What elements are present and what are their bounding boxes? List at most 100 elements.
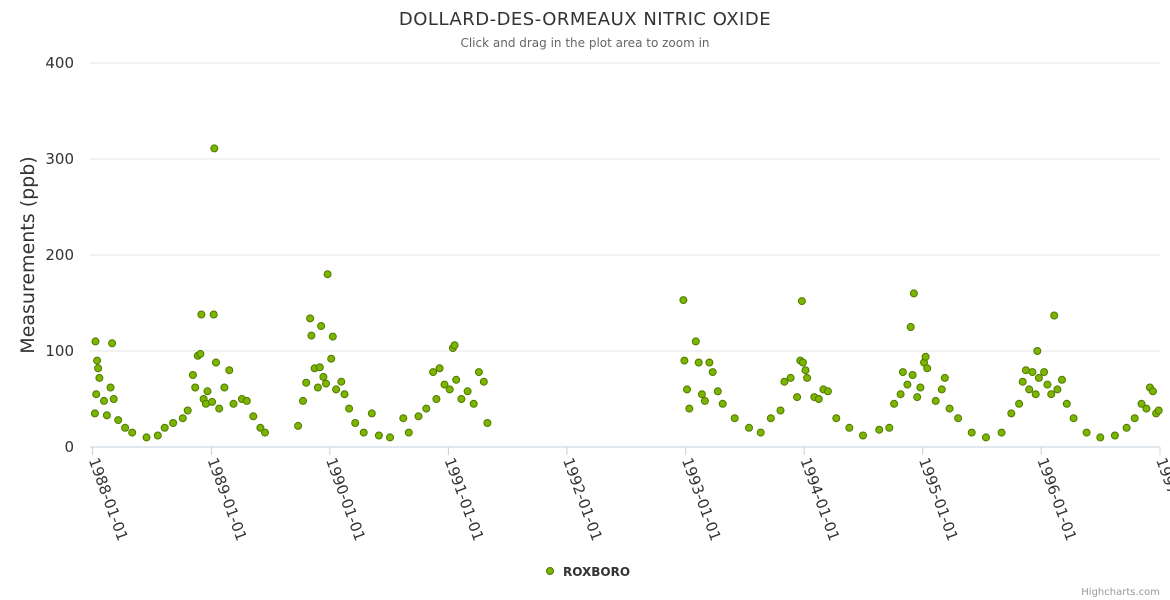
data-point[interactable] [323,270,332,279]
data-point[interactable] [142,433,151,442]
data-point[interactable] [91,337,100,346]
data-point[interactable] [92,390,101,399]
data-point[interactable] [215,404,224,413]
data-point[interactable] [429,368,438,377]
data-point[interactable] [1025,385,1034,394]
data-point[interactable] [128,428,137,437]
data-point[interactable] [242,396,251,405]
data-point[interactable] [452,375,461,384]
data-point[interactable] [345,404,354,413]
data-point[interactable] [337,377,346,386]
data-point[interactable] [685,404,694,413]
data-point[interactable] [209,310,218,319]
data-point[interactable] [793,393,802,402]
data-point[interactable] [261,428,269,437]
data-point[interactable] [328,332,337,341]
data-point[interactable] [1148,387,1157,396]
data-point[interactable] [191,383,200,392]
data-point[interactable] [1034,373,1043,382]
data-point[interactable] [1062,399,1071,408]
data-point[interactable] [102,411,111,420]
data-point[interactable] [212,358,220,367]
data-point[interactable] [814,395,823,403]
data-point[interactable] [100,396,108,405]
data-point[interactable] [445,385,454,394]
data-point[interactable] [1040,368,1049,377]
data-point[interactable] [178,414,187,423]
data-point[interactable] [483,419,492,427]
data-point[interactable] [700,396,709,405]
data-point[interactable] [95,373,104,382]
data-point[interactable] [340,390,349,399]
data-point[interactable] [903,380,912,389]
data-point[interactable] [306,314,315,323]
data-point[interactable] [386,433,394,442]
data-point[interactable] [106,383,115,392]
data-point[interactable] [196,349,205,358]
data-point[interactable] [885,423,894,432]
legend-item-roxboro[interactable]: ROXBORO [563,565,630,579]
data-point[interactable] [299,396,307,405]
data-point[interactable] [832,414,841,423]
data-point[interactable] [997,428,1006,437]
data-point[interactable] [332,385,341,394]
data-point[interactable] [367,409,376,418]
data-point[interactable] [940,373,949,382]
data-point[interactable] [432,395,441,403]
data-point[interactable] [1050,311,1059,320]
data-point[interactable] [121,423,130,432]
data-point[interactable] [803,373,812,382]
data-point[interactable] [1018,377,1027,386]
data-point[interactable] [875,425,884,434]
data-point[interactable] [745,423,753,432]
data-point[interactable] [302,378,311,387]
data-point[interactable] [691,337,700,346]
data-point[interactable] [680,356,689,365]
data-point[interactable] [730,414,739,423]
data-point[interactable] [317,322,326,330]
data-point[interactable] [359,428,368,437]
data-point[interactable] [1082,428,1091,437]
data-point[interactable] [225,366,234,375]
data-point[interactable] [931,396,940,405]
data-point[interactable] [916,383,925,392]
data-point[interactable] [319,372,328,381]
data-point[interactable] [294,421,303,430]
data-point[interactable] [1096,433,1105,442]
data-point[interactable] [705,358,714,367]
data-point[interactable] [1142,404,1151,413]
data-point[interactable] [457,395,466,403]
data-point[interactable] [694,358,703,367]
data-point[interactable] [1110,431,1119,440]
data-point[interactable] [906,323,915,331]
data-point[interactable] [313,383,322,392]
data-point[interactable] [921,352,930,361]
data-point[interactable] [697,390,706,399]
data-point[interactable] [249,412,258,421]
data-point[interactable] [713,387,722,396]
data-point[interactable] [1047,390,1056,399]
data-point[interactable] [896,390,905,399]
data-point[interactable] [440,380,449,389]
data-point[interactable] [169,419,178,427]
data-point[interactable] [322,379,330,388]
data-point[interactable] [1137,399,1146,408]
data-point[interactable] [479,377,488,386]
data-point[interactable] [197,310,206,319]
data-point[interactable] [909,289,918,298]
data-point[interactable] [1015,399,1024,408]
data-point[interactable] [913,393,922,402]
data-point[interactable] [683,385,691,394]
data-point[interactable] [1031,390,1040,399]
data-point[interactable] [220,383,229,392]
data-point[interactable] [890,399,899,408]
data-point[interactable] [256,423,265,432]
data-point[interactable] [823,387,832,396]
data-point[interactable] [469,399,478,408]
data-point[interactable] [1069,414,1078,423]
data-point[interactable] [160,423,169,432]
data-point[interactable] [422,404,431,413]
data-point[interactable] [351,419,360,427]
credits-link[interactable]: Highcharts.com [1081,587,1160,598]
